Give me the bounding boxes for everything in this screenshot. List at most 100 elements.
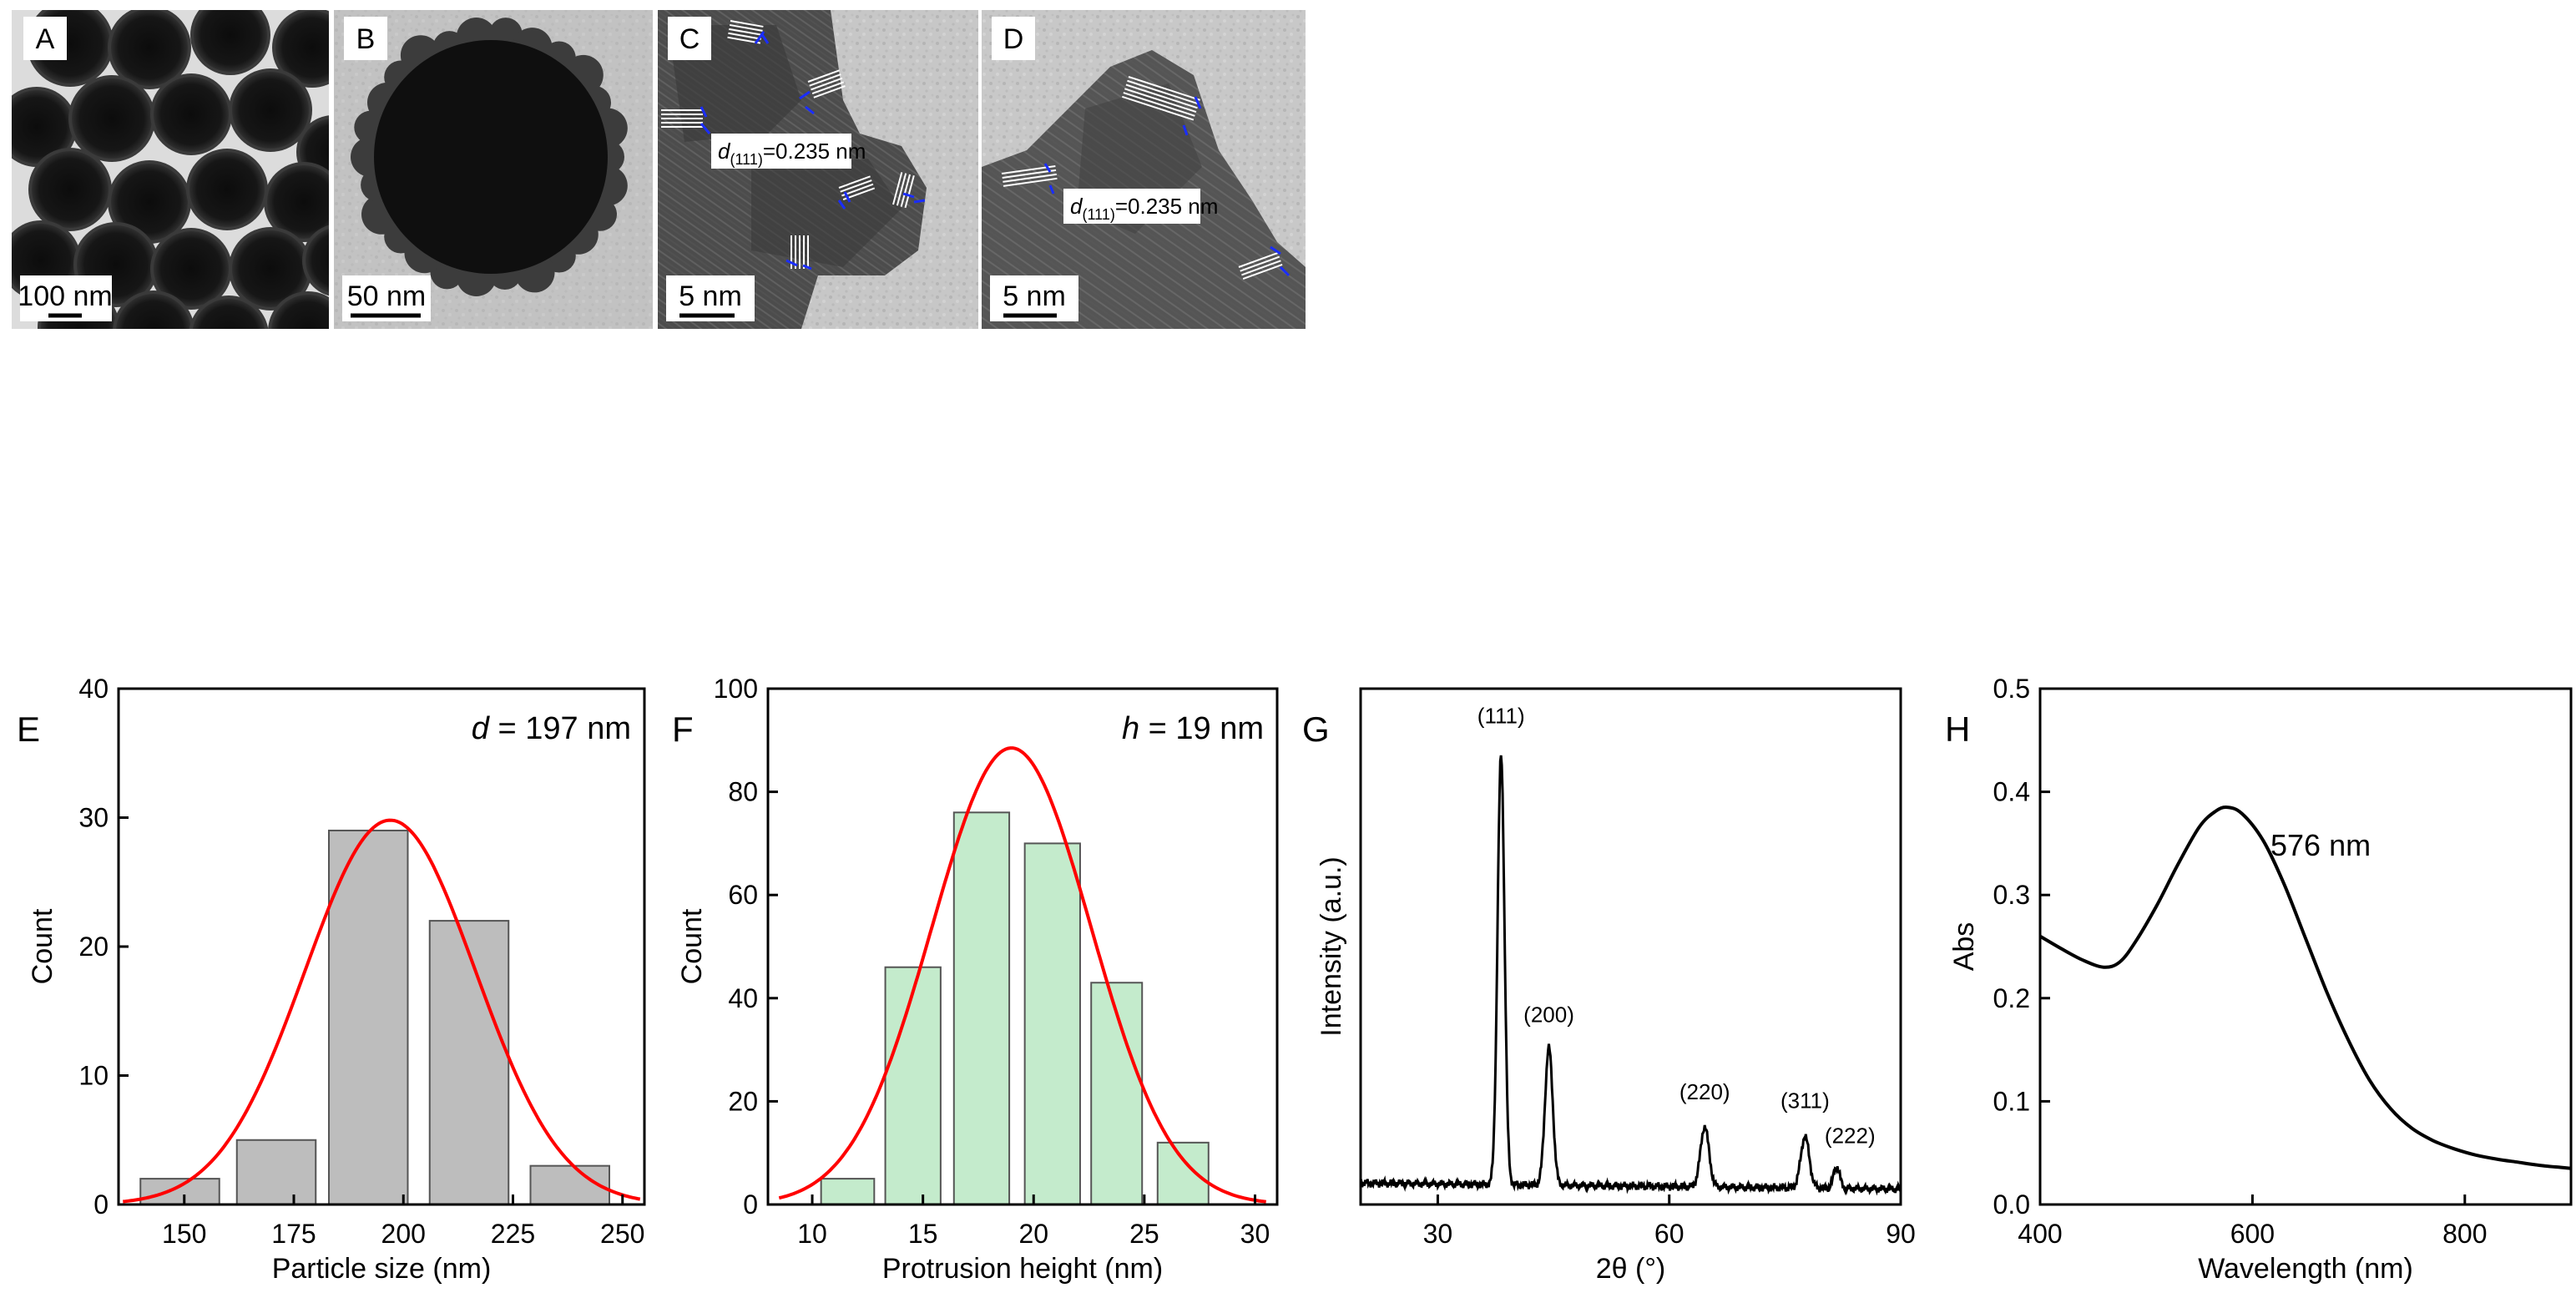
- histogram-bar: [1090, 982, 1144, 1205]
- peak-wavelength-label: 576 nm: [2270, 828, 2371, 862]
- peak-label: (200): [1523, 1002, 1574, 1027]
- y-tick-label: 60: [728, 880, 758, 910]
- absorbance-spectrum-line: [2038, 806, 2572, 1170]
- panel-c-letter: C: [679, 23, 700, 55]
- y-tick-label: 20: [78, 932, 109, 962]
- histogram-bar: [952, 811, 1011, 1205]
- particle-core: [275, 11, 329, 84]
- panel-f-plot-frame: [766, 687, 1279, 1206]
- x-tick-label: 30: [1240, 1219, 1270, 1249]
- particle-core: [154, 77, 229, 152]
- panel-g-chart: (111) (200) (220) (311) (222) 30 60 90 2θ (°) Int…: [1302, 687, 1916, 1285]
- x-tick-label: 175: [271, 1219, 316, 1249]
- panel-g-x-axis-label: 2θ (°): [1596, 1253, 1666, 1285]
- y-tick-label: 0.5: [1993, 674, 2030, 704]
- x-tick-label: 90: [1886, 1219, 1916, 1249]
- panel-c-annotation: d(111)=0.235 nm: [718, 139, 866, 168]
- particle-core: [192, 299, 265, 329]
- panel-c-micrograph: d(111)=0.235 nm C 5 nm: [658, 10, 978, 329]
- panel-b-letter-box: [344, 17, 387, 60]
- particle-core: [232, 72, 309, 149]
- panel-d-letter-box: [992, 17, 1035, 60]
- y-tick-label: 0.3: [1993, 880, 2030, 910]
- y-tick-label: 0.1: [1993, 1086, 2030, 1116]
- panel-d-annotation: d(111)=0.235 nm: [1070, 194, 1218, 223]
- panel-d-annotation-box: [1063, 189, 1200, 224]
- x-tick-label: 60: [1654, 1219, 1685, 1249]
- panel-b-particle: [374, 40, 608, 274]
- panel-d-micrograph: d(111)=0.235 nm D 5 nm: [982, 10, 1306, 329]
- panel-c-letter-box: [668, 17, 711, 60]
- particle-core: [271, 295, 329, 329]
- histogram-bar: [1023, 842, 1081, 1205]
- histogram-bar: [328, 829, 409, 1205]
- panel-h-plot-frame: [2038, 687, 2573, 1206]
- y-tick-label: 0.2: [1993, 983, 2030, 1013]
- panel-b-micrograph: B 50 nm: [334, 10, 653, 329]
- x-tick-label: 25: [1129, 1219, 1159, 1249]
- x-tick-label: 250: [600, 1219, 644, 1249]
- panel-e-chart: 150 175 200 225 250 0 10 20 30 40 Particle size (n…: [17, 674, 646, 1285]
- y-tick-label: 80: [728, 777, 758, 807]
- particle-core: [111, 10, 188, 86]
- y-tick-label: 0: [743, 1189, 758, 1220]
- y-tick-label: 10: [78, 1061, 109, 1091]
- panel-f-chart: 10 15 20 25 30 0 20 40 60 80 100 Protrusion height …: [672, 674, 1279, 1285]
- panel-a-scale-label: 100 nm: [18, 280, 112, 312]
- panel-g-letter: G: [1302, 710, 1330, 749]
- panel-c-lattice-markers: [661, 20, 926, 270]
- gaussian-fit-line: [778, 746, 1266, 1204]
- panel-e-annotation: d = 197 nm: [472, 711, 631, 746]
- panel-a-micrograph: A 100 nm: [12, 10, 329, 329]
- panel-e-x-axis-label: Particle size (nm): [272, 1253, 492, 1285]
- x-tick-label: 600: [2230, 1219, 2275, 1249]
- y-tick-label: 30: [78, 803, 109, 833]
- particle-core: [72, 78, 152, 159]
- x-tick-label: 15: [908, 1219, 938, 1249]
- x-tick-label: 400: [2018, 1219, 2062, 1249]
- particle-core: [189, 152, 265, 227]
- histogram-bar: [428, 920, 510, 1205]
- particle-core: [154, 231, 229, 306]
- histogram-bar: [235, 1139, 317, 1205]
- panel-c-annotation-box: [711, 134, 851, 169]
- particle-core: [12, 90, 73, 164]
- histogram-bar: [820, 1178, 876, 1205]
- panel-d-lattice-markers: [1001, 76, 1291, 280]
- panel-f-x-axis-label: Protrusion height (nm): [882, 1253, 1163, 1285]
- y-tick-label: 40: [728, 983, 758, 1013]
- xrd-pattern-line: [1359, 755, 1902, 1196]
- peak-label: (311): [1780, 1088, 1830, 1113]
- peak-label: (111): [1477, 703, 1525, 728]
- histogram-bar: [139, 1178, 220, 1205]
- particle-core: [232, 230, 309, 307]
- gaussian-fit-line: [123, 818, 641, 1204]
- panel-h-x-axis-label: Wavelength (nm): [2198, 1253, 2413, 1285]
- y-tick-label: 0.4: [1993, 777, 2030, 807]
- panel-f-y-axis-label: Count: [676, 908, 708, 984]
- x-tick-label: 225: [491, 1219, 535, 1249]
- histogram-bar: [884, 966, 942, 1205]
- y-tick-label: 40: [78, 674, 109, 704]
- particle-core: [306, 228, 329, 293]
- x-tick-label: 10: [797, 1219, 827, 1249]
- panel-g-y-axis-label: Intensity (a.u.): [1316, 856, 1347, 1036]
- panel-e-letter: E: [17, 710, 40, 749]
- panel-h-y-axis-label: Abs: [1948, 922, 1980, 972]
- panel-f-annotation: h = 19 nm: [1122, 711, 1264, 746]
- panel-d-letter: D: [1003, 23, 1024, 55]
- particle-core: [267, 165, 329, 239]
- panel-a-letter-box: [23, 17, 67, 60]
- x-tick-label: 200: [381, 1219, 426, 1249]
- particle-core: [194, 10, 267, 72]
- peak-label: (222): [1825, 1124, 1876, 1149]
- x-tick-label: 150: [162, 1219, 206, 1249]
- panel-b-scale-label: 50 nm: [347, 280, 427, 312]
- x-tick-label: 30: [1423, 1219, 1453, 1249]
- peak-label: (220): [1679, 1079, 1730, 1104]
- panel-g-plot-frame: [1359, 687, 1902, 1206]
- panel-b-letter: B: [356, 23, 376, 55]
- histogram-bar: [1156, 1141, 1210, 1205]
- panel-e-plot-area: [123, 818, 641, 1205]
- x-tick-label: 800: [2442, 1219, 2487, 1249]
